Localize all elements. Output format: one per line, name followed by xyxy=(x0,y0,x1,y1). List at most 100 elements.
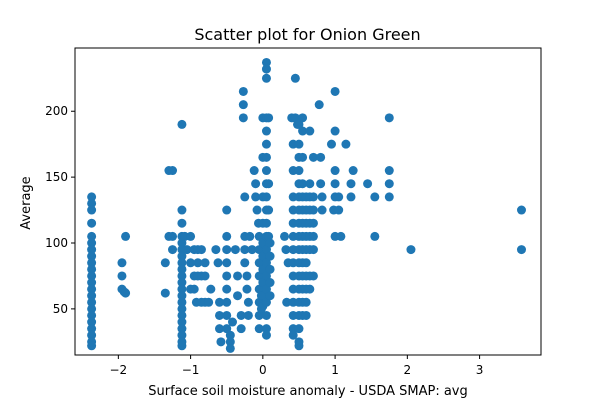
scatter-point xyxy=(334,205,344,215)
scatter-point xyxy=(215,297,224,307)
scatter-point xyxy=(288,330,298,340)
scatter-point xyxy=(261,64,271,74)
scatter-point xyxy=(348,166,358,176)
scatter-point xyxy=(294,119,304,129)
scatter-point xyxy=(258,238,268,248)
scatter-point xyxy=(261,258,271,268)
scatter-point xyxy=(254,231,264,241)
scatter-point xyxy=(280,231,290,241)
scatter-point xyxy=(330,166,340,176)
scatter-point xyxy=(87,258,97,268)
scatter-point xyxy=(265,238,275,248)
y-tick-label: 50 xyxy=(53,302,68,316)
scatter-point xyxy=(87,304,97,314)
scatter-point xyxy=(117,258,127,268)
scatter-point xyxy=(254,271,264,281)
x-tick-label: 1 xyxy=(331,363,339,377)
scatter-point xyxy=(282,297,292,307)
scatter-point xyxy=(384,113,394,123)
scatter-point xyxy=(87,297,97,307)
scatter-point xyxy=(316,152,326,162)
scatter-point xyxy=(290,73,300,83)
scatter-point xyxy=(177,251,187,261)
scatter-point xyxy=(334,192,344,202)
scatter-point xyxy=(177,271,187,281)
scatter-point xyxy=(225,330,235,340)
scatter-point xyxy=(261,166,271,176)
scatter-point xyxy=(254,324,264,334)
scatter-point xyxy=(242,284,252,294)
scatter-point xyxy=(298,152,308,162)
scatter-point xyxy=(341,139,351,149)
scatter-point xyxy=(516,245,526,255)
scatter-point xyxy=(200,271,210,281)
scatter-point xyxy=(222,231,232,241)
x-tick-label: −2 xyxy=(109,363,127,377)
scatter-point xyxy=(261,126,271,136)
scatter-point xyxy=(308,218,318,228)
scatter-point xyxy=(204,297,214,307)
y-axis-ticks: 50 100 150 200 xyxy=(45,104,75,316)
scatter-point xyxy=(261,324,271,334)
scatter-point xyxy=(168,245,178,255)
scatter-point xyxy=(222,205,232,215)
scatter-point xyxy=(233,271,243,281)
y-tick-label: 100 xyxy=(45,236,68,250)
scatter-point xyxy=(346,192,356,202)
scatter-point xyxy=(216,337,226,347)
y-tick-label: 150 xyxy=(45,170,68,184)
scatter-point xyxy=(222,297,232,307)
scatter-point xyxy=(264,113,274,123)
scatter-point xyxy=(236,310,246,320)
scatter-point xyxy=(330,126,340,136)
scatter-point xyxy=(261,57,271,67)
scatter-point xyxy=(261,271,271,281)
scatter-point xyxy=(177,278,187,288)
scatter-point xyxy=(215,324,224,334)
scatter-point xyxy=(243,297,253,307)
scatter-point xyxy=(308,205,318,215)
scatter-point xyxy=(87,218,97,228)
scatter-point xyxy=(294,324,304,334)
scatter-point xyxy=(222,310,232,320)
scatter-point xyxy=(308,192,318,202)
scatter-point xyxy=(261,297,271,307)
scatter-point xyxy=(177,291,187,301)
scatter-point xyxy=(177,218,187,228)
scatter-point xyxy=(117,271,127,281)
scatter-point xyxy=(298,113,308,123)
scatter-point xyxy=(222,284,232,294)
scatter-point xyxy=(228,317,237,327)
scatter-point xyxy=(265,291,275,301)
scatter-point xyxy=(230,245,240,255)
scatter-point xyxy=(308,231,318,241)
scatter-point xyxy=(177,264,187,274)
scatter-point xyxy=(336,231,346,241)
x-axis-ticks: −2 −1 0 1 2 3 xyxy=(109,355,483,377)
scatter-point xyxy=(87,251,97,261)
scatter-point xyxy=(215,310,224,320)
scatter-point xyxy=(251,179,261,189)
scatter-point xyxy=(87,205,97,215)
scatter-point xyxy=(370,231,380,241)
scatter-point xyxy=(121,288,131,298)
scatter-point xyxy=(314,100,324,110)
scatter-point xyxy=(346,179,356,189)
scatter-point xyxy=(222,271,232,281)
scatter-point xyxy=(177,317,187,327)
scatter-point xyxy=(87,264,97,274)
scatter-point xyxy=(258,264,268,274)
scatter-point xyxy=(182,245,192,255)
scatter-point xyxy=(308,245,318,255)
scatter-point xyxy=(225,343,235,353)
scatter-point xyxy=(252,205,262,215)
scatter-point xyxy=(317,205,327,215)
scatter-point xyxy=(87,341,97,351)
scatter-point xyxy=(87,284,97,294)
scatter-point xyxy=(305,284,315,294)
scatter-point xyxy=(249,166,259,176)
scatter-point xyxy=(222,258,232,268)
scatter-point xyxy=(87,291,97,301)
scatter-point xyxy=(281,245,291,255)
scatter-point xyxy=(196,245,206,255)
